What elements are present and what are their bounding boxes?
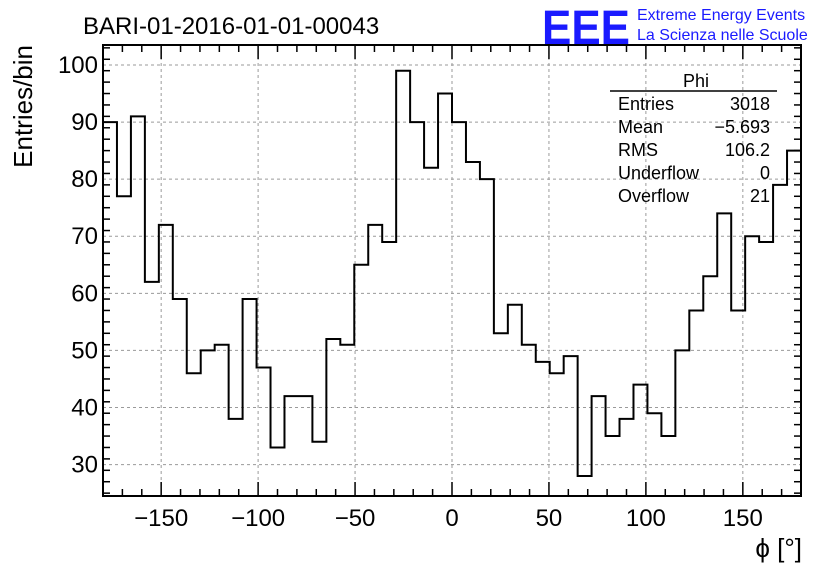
histogram-bin (243, 299, 257, 496)
histogram-bin (592, 396, 606, 496)
histogram-bin (424, 168, 438, 496)
stats-label: Entries (618, 94, 674, 114)
x-tick-label: 0 (445, 505, 458, 532)
stats-label: Mean (618, 117, 663, 137)
histogram-bin (620, 419, 634, 496)
histogram-bin (717, 213, 731, 496)
histogram-bin (215, 345, 229, 496)
histogram-bin (354, 265, 368, 496)
histogram-bin (396, 71, 410, 496)
histogram-bin (145, 282, 159, 496)
logo-line1: Extreme Energy Events (637, 7, 805, 24)
histogram-bin (131, 116, 145, 496)
stats-label: Overflow (618, 186, 690, 206)
y-tick-label: 40 (71, 395, 98, 422)
x-tick-label: −100 (231, 505, 285, 532)
histogram-bin (731, 310, 745, 496)
eee-logo-mark: EEE (542, 2, 630, 55)
stats-rows: Entries 3018 Mean −5.693 RMS 106.2 Underflow 0 O… (618, 94, 770, 206)
stats-value: 0 (760, 163, 770, 183)
y-tick-label: 80 (71, 166, 98, 193)
y-tick-label: 60 (71, 280, 98, 307)
histogram-bin (257, 368, 271, 496)
histogram-bin (787, 151, 801, 496)
histogram-bin (284, 396, 298, 496)
stats-value: 3018 (730, 94, 770, 114)
histogram-bin (606, 436, 620, 496)
histogram-bin (382, 242, 396, 496)
histogram-bin (564, 356, 578, 496)
histogram-bins (103, 71, 801, 496)
chart-title: BARI-01-2016-01-01-00043 (83, 13, 379, 40)
histogram-bin (438, 94, 452, 496)
stats-value: 21 (750, 186, 770, 206)
histogram-bin (340, 345, 354, 496)
y-tick-label: 70 (71, 223, 98, 250)
histogram-bin (410, 122, 424, 496)
x-tick-labels: −150 −100 −50 0 50 100 150 (134, 505, 763, 532)
histogram-bin (187, 373, 201, 496)
histogram-bin (647, 413, 661, 496)
histogram-bin (773, 185, 787, 496)
logo-line2: La Scienza nelle Scuole (637, 27, 808, 44)
x-tick-label: −50 (335, 505, 376, 532)
histogram-bin (536, 362, 550, 496)
y-tick-label: 100 (58, 52, 98, 79)
x-tick-label: 50 (536, 505, 563, 532)
histogram-bin (578, 476, 592, 496)
axis-ticks (103, 45, 801, 496)
x-axis-label: ϕ [°] (755, 533, 802, 563)
histogram-bin (480, 179, 494, 496)
histogram-bin (661, 436, 675, 496)
histogram-bin (326, 339, 340, 496)
x-tick-label: 100 (626, 505, 666, 532)
x-tick-label: 150 (723, 505, 763, 532)
histogram-bin (173, 299, 187, 496)
histogram-bin (689, 310, 703, 496)
stats-box: Phi Entries 3018 Mean −5.693 RMS 106.2 Underfl… (610, 71, 777, 206)
histogram-line (103, 69, 801, 478)
histogram-bin (508, 305, 522, 496)
histogram-bin (550, 373, 564, 496)
y-tick-labels: 30 40 50 60 70 80 90 100 (58, 52, 98, 479)
x-tick-label: −150 (134, 505, 188, 532)
eee-logo: EEE Extreme Energy Events La Scienza nel… (542, 2, 808, 55)
stats-value: −5.693 (714, 117, 770, 137)
histogram-bin (745, 236, 759, 496)
y-tick-label: 90 (71, 109, 98, 136)
histogram-bin (494, 333, 508, 496)
histogram-bin (298, 396, 312, 496)
stats-label: RMS (618, 140, 658, 160)
histogram-bin (703, 276, 717, 496)
histogram-bin (117, 196, 131, 496)
histogram-bin (229, 419, 243, 496)
stats-title: Phi (683, 71, 709, 91)
y-axis-label: Entries/bin (8, 45, 38, 168)
y-tick-label: 30 (71, 452, 98, 479)
histogram-bin (522, 345, 536, 496)
stats-label: Underflow (618, 163, 700, 183)
histogram-bin (201, 350, 215, 496)
y-tick-label: 50 (71, 337, 98, 364)
histogram-bin (759, 242, 773, 496)
histogram-bin (103, 122, 117, 496)
histogram-bin (452, 122, 466, 496)
histogram-bin (271, 447, 285, 496)
histogram-bin (312, 442, 326, 496)
stats-value: 106.2 (725, 140, 770, 160)
histogram-bin (368, 225, 382, 496)
histogram-bin (466, 162, 480, 496)
histogram-bin (633, 385, 647, 496)
histogram-bin (675, 350, 689, 496)
